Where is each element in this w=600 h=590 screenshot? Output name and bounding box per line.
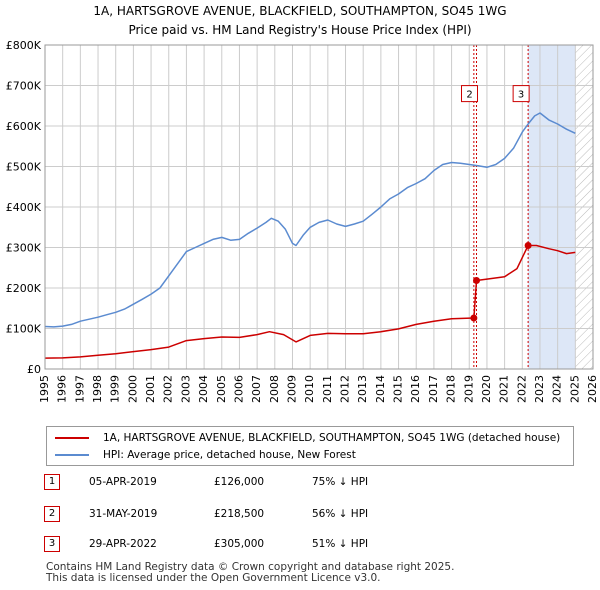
x-tick-label: 2017	[427, 375, 440, 403]
transaction-hpi-diff: 56% ↓ HPI	[312, 508, 369, 520]
x-tick-label: 2015	[392, 375, 405, 403]
x-tick-label: 2012	[339, 375, 352, 403]
chart-title: 1A, HARTSGROVE AVENUE, BLACKFIELD, SOUTH…	[0, 0, 600, 40]
transaction-price: £305,000	[214, 538, 265, 550]
x-tick-label: 2007	[250, 375, 263, 403]
x-tick-label: 2024	[551, 375, 564, 403]
x-tick-label: 1997	[73, 375, 86, 403]
marker-box-label-3: 3	[518, 90, 524, 101]
x-tick-label: 2020	[480, 375, 493, 403]
marker-badge-1: 1	[44, 474, 60, 490]
transaction-hpi-diff: 75% ↓ HPI	[312, 476, 369, 488]
x-tick-label: 1998	[91, 375, 104, 403]
marker-badge-2: 2	[44, 506, 60, 522]
y-tick-label: £100K	[6, 323, 42, 336]
transaction-date: 31-MAY-2019	[89, 508, 158, 520]
legend: 1A, HARTSGROVE AVENUE, BLACKFIELD, SOUTH…	[46, 426, 574, 466]
price-chart: 2 3 £0 £100K £200K £300K £400K £500K £600K £700K…	[6, 39, 599, 403]
property-price-line	[44, 244, 576, 359]
y-tick-label: £500K	[6, 161, 42, 174]
x-tick-label: 2001	[144, 375, 157, 403]
x-tick-label: 1999	[109, 375, 122, 403]
x-tick-label: 2004	[197, 375, 210, 403]
x-tick-label: 2014	[374, 375, 387, 403]
x-tick-label: 1995	[38, 375, 51, 403]
sale-point-3	[524, 241, 532, 249]
x-tick-label: 2003	[179, 375, 192, 403]
x-tick-label: 2021	[498, 375, 511, 403]
transaction-price: £218,500	[214, 508, 265, 520]
x-tick-label: 2013	[356, 375, 369, 403]
x-tick-label: 2025	[568, 375, 581, 403]
x-tick-label: 2009	[285, 375, 298, 403]
x-tick-label: 2026	[586, 375, 599, 403]
marker-box-label-2: 2	[466, 90, 472, 101]
y-tick-label: £800K	[6, 39, 42, 52]
transaction-price: £126,000	[214, 476, 265, 488]
table-row: 3 29-APR-2022 £305,000 51% ↓ HPI	[44, 536, 564, 554]
licence-line: This data is licensed under the Open Gov…	[46, 572, 381, 584]
y-tick-label: £0	[27, 363, 41, 376]
transaction-hpi-diff: 51% ↓ HPI	[312, 538, 369, 550]
x-tick-label: 2006	[232, 375, 245, 403]
x-tick-label: 1996	[56, 375, 69, 403]
y-tick-label: £400K	[6, 201, 42, 214]
x-tick-label: 2010	[303, 375, 316, 403]
x-tick-label: 2023	[533, 375, 546, 403]
table-row: 2 31-MAY-2019 £218,500 56% ↓ HPI	[44, 506, 564, 524]
marker-badge-3: 3	[44, 536, 60, 552]
x-tick-label: 2018	[445, 375, 458, 403]
sale-point-1	[470, 314, 478, 322]
table-row: 1 05-APR-2019 £126,000 75% ↓ HPI	[44, 474, 564, 492]
title-line-1: 1A, HARTSGROVE AVENUE, BLACKFIELD, SOUTH…	[93, 4, 507, 18]
legend-item-property: 1A, HARTSGROVE AVENUE, BLACKFIELD, SOUTH…	[55, 430, 560, 446]
x-tick-label: 2002	[162, 375, 175, 403]
y-tick-label: £700K	[6, 80, 42, 93]
footer-notice: Contains HM Land Registry data © Crown c…	[46, 562, 454, 584]
y-tick-label: £200K	[6, 282, 42, 295]
x-tick-label: 2016	[409, 375, 422, 403]
marker-box-3	[512, 85, 530, 103]
title-line-2: Price paid vs. HM Land Registry's House …	[128, 23, 472, 37]
transaction-date: 29-APR-2022	[89, 538, 157, 550]
marker-box-2	[461, 85, 479, 103]
transaction-date: 05-APR-2019	[89, 476, 157, 488]
legend-item-hpi: HPI: Average price, detached house, New …	[55, 447, 356, 463]
hpi-line	[44, 112, 576, 328]
x-tick-label: 2022	[515, 375, 528, 403]
y-tick-label: £300K	[6, 242, 42, 255]
x-tick-label: 2008	[268, 375, 281, 403]
property-line-swatch	[55, 437, 89, 439]
x-tick-label: 2011	[321, 375, 334, 403]
y-tick-label: £600K	[6, 120, 42, 133]
legend-hpi-label: HPI: Average price, detached house, New …	[103, 449, 356, 461]
legend-property-label: 1A, HARTSGROVE AVENUE, BLACKFIELD, SOUTH…	[103, 432, 561, 444]
x-tick-label: 2000	[126, 375, 139, 403]
copyright-line: Contains HM Land Registry data © Crown c…	[46, 561, 455, 573]
hpi-line-swatch	[55, 454, 89, 456]
sale-point-2	[473, 277, 481, 285]
plot-border	[44, 44, 594, 370]
x-tick-label: 2005	[215, 375, 228, 403]
x-tick-label: 2019	[462, 375, 475, 403]
